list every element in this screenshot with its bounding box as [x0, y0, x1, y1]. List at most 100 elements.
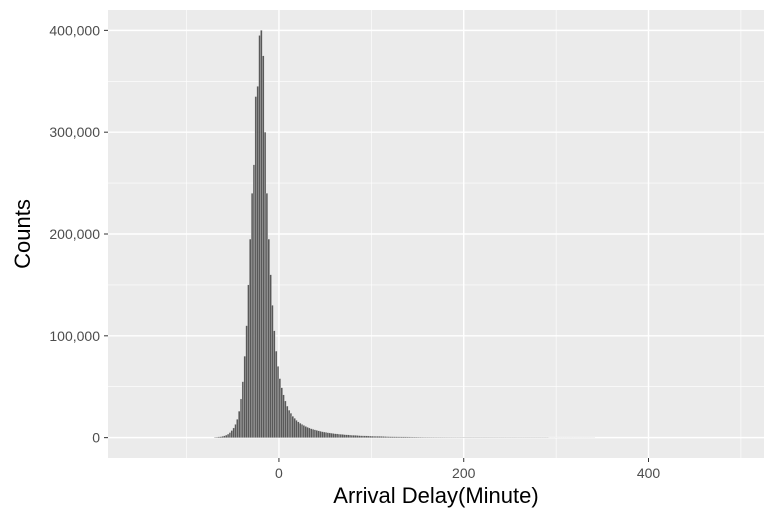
histogram-bar [305, 426, 307, 437]
histogram-bar [419, 437, 421, 438]
histogram-bar [381, 436, 383, 437]
histogram-bar [345, 435, 347, 438]
histogram-bar [283, 395, 285, 438]
histogram-bar [325, 432, 327, 437]
histogram-bar [290, 413, 292, 437]
y-tick-label: 100,000 [49, 328, 100, 344]
histogram-bar [349, 435, 351, 438]
histogram-bar [246, 326, 248, 438]
histogram-bar [360, 436, 362, 438]
histogram-bar [303, 425, 305, 437]
histogram-bar [238, 411, 240, 437]
histogram-bar [299, 423, 301, 437]
histogram-bar [382, 436, 384, 437]
histogram-bar [308, 428, 310, 438]
histogram-bar [262, 56, 264, 438]
histogram-bar [264, 132, 266, 437]
histogram-bar [338, 434, 340, 438]
histogram-bar [236, 419, 238, 437]
histogram-bar [340, 434, 342, 437]
histogram-bar [403, 437, 405, 438]
histogram-bar [355, 435, 357, 437]
histogram-bar [220, 437, 222, 438]
histogram-bar [395, 437, 397, 438]
histogram-bar [379, 436, 381, 437]
histogram-bar [401, 437, 403, 438]
histogram-bar [286, 406, 288, 438]
histogram-bar [249, 239, 251, 438]
histogram-bar [321, 432, 323, 438]
histogram-bar [364, 436, 366, 438]
histogram-bar [408, 437, 410, 438]
histogram-bar [377, 436, 379, 437]
histogram-bar [410, 437, 412, 438]
histogram-bar [216, 437, 218, 438]
histogram-bar [373, 436, 375, 437]
histogram-bar [225, 435, 227, 438]
histogram-bar [270, 275, 272, 438]
histogram-bar [334, 434, 336, 438]
histogram-bar [416, 437, 418, 438]
x-tick-label: 0 [275, 465, 283, 481]
histogram-bar [323, 432, 325, 438]
histogram-bar [307, 427, 309, 437]
histogram-bar [268, 239, 270, 438]
histogram-bar [288, 410, 290, 437]
histogram-bar [418, 437, 420, 438]
y-tick-label: 0 [92, 430, 100, 446]
histogram-bar [281, 388, 283, 438]
histogram-bar [390, 437, 392, 438]
histogram-bar [386, 437, 388, 438]
histogram-bar [327, 433, 329, 438]
histogram-bar [351, 435, 353, 438]
histogram-bar [272, 305, 274, 437]
histogram-bar [399, 437, 401, 438]
histogram-bar [248, 285, 250, 438]
histogram-bar [273, 331, 275, 438]
histogram-bar [214, 437, 216, 438]
histogram-bar [314, 430, 316, 438]
x-tick-label: 200 [452, 465, 476, 481]
histogram-bar [371, 436, 373, 438]
histogram-bar [242, 382, 244, 438]
y-axis-ticks: 0 100,000 200,000 300,000 400,000 [49, 22, 108, 445]
histogram-bar [406, 437, 408, 438]
histogram-bar [257, 86, 259, 437]
y-tick-label: 200,000 [49, 226, 100, 242]
histogram-bar [368, 436, 370, 438]
histogram-bar [405, 437, 407, 438]
histogram-bar [318, 431, 320, 438]
y-tick-label: 400,000 [49, 22, 100, 38]
histogram-bar [222, 436, 224, 437]
histogram-bar [397, 437, 399, 438]
histogram-bar [316, 430, 318, 437]
histogram-bar [301, 424, 303, 437]
x-axis-ticks: 0 200 400 [275, 458, 660, 481]
histogram-bar [229, 433, 231, 438]
histogram-bar [297, 422, 299, 438]
histogram-bar [320, 431, 322, 437]
histogram-bar [336, 434, 338, 438]
x-tick-label: 400 [637, 465, 661, 481]
histogram-bar [423, 437, 425, 438]
histogram-bar [294, 418, 296, 437]
histogram-bar [412, 437, 414, 438]
histogram-bar [414, 437, 416, 438]
histogram-bar [223, 436, 225, 438]
histogram-bar [233, 428, 235, 438]
histogram-bar [255, 97, 257, 438]
histogram-bar [366, 436, 368, 438]
histogram-bar [333, 433, 335, 437]
histogram-bar [227, 434, 229, 438]
histogram-bar [266, 193, 268, 437]
histogram-bar [353, 435, 355, 437]
y-tick-label: 300,000 [49, 124, 100, 140]
histogram-bar [218, 437, 220, 438]
histogram-bar [292, 416, 294, 437]
histogram-bar [259, 35, 261, 437]
histogram-bar [277, 366, 279, 437]
histogram-bar [388, 437, 390, 438]
histogram-bar [235, 424, 237, 437]
histogram-bar [342, 434, 344, 437]
